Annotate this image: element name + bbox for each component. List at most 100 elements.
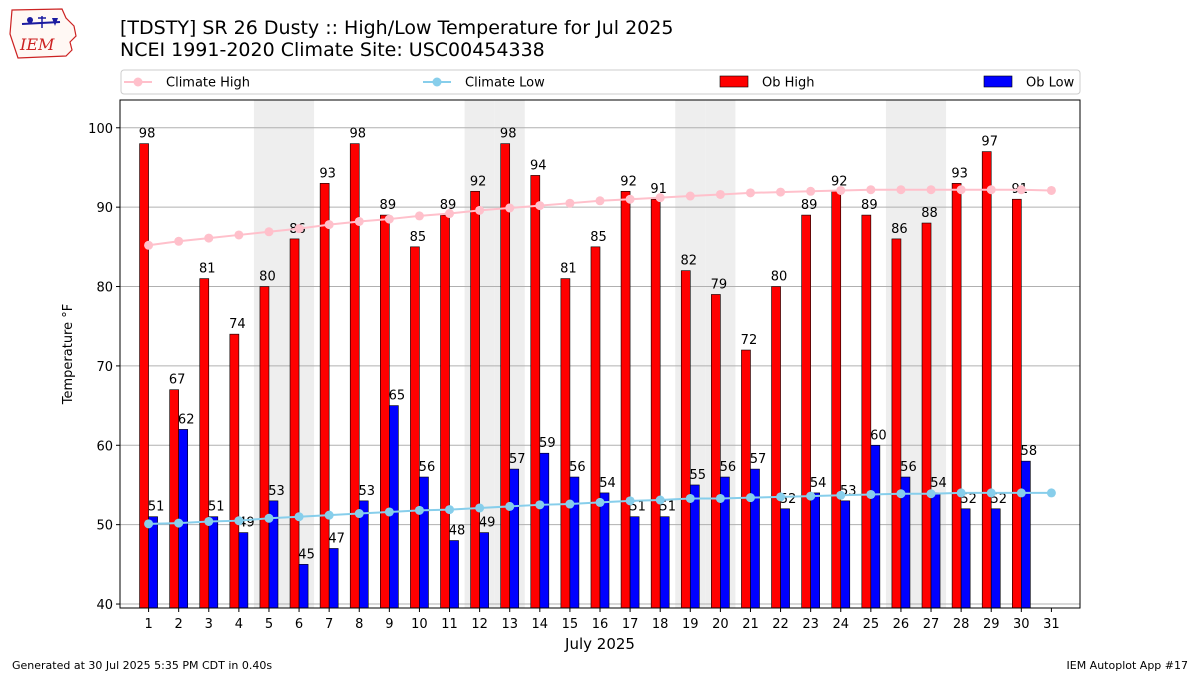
y-axis-label: Temperature °F (61, 304, 76, 405)
label-high-15: 81 (560, 262, 577, 277)
label-low-26: 56 (900, 460, 917, 475)
bar-low-21 (750, 468, 760, 609)
ytick-label-90: 90 (96, 201, 113, 216)
climate-high-point-28 (956, 185, 966, 195)
label-high-29: 97 (981, 135, 998, 150)
bar-low-18 (659, 516, 670, 609)
bar-low-15 (569, 476, 580, 609)
bar-high-22 (771, 286, 781, 609)
label-high-26: 86 (891, 222, 908, 237)
label-low-15: 56 (569, 460, 586, 475)
climate-high-point-11 (445, 209, 455, 219)
bar-high-17 (620, 190, 631, 609)
climate-high-point-4 (234, 230, 244, 240)
xtick-label-11: 11 (441, 617, 458, 632)
climate-low-point-2 (174, 518, 184, 528)
label-high-7: 93 (319, 166, 336, 181)
bar-high-25 (861, 214, 872, 609)
climate-low-point-5 (264, 513, 274, 523)
bar-low-23 (810, 492, 820, 609)
climate-high-legend-label: Climate High (166, 76, 250, 91)
xtick-label-2: 2 (175, 617, 183, 632)
label-high-16: 85 (590, 230, 607, 245)
bar-high-19 (680, 270, 691, 609)
chart-title: [TDSTY] SR 26 Dusty :: High/Low Temperat… (120, 17, 674, 39)
label-high-19: 82 (680, 254, 697, 269)
label-high-25: 89 (861, 198, 878, 213)
climate-low-point-30 (1016, 488, 1026, 498)
climate-high-point-8 (354, 216, 364, 226)
footer-generated: Generated at 30 Jul 2025 5:35 PM CDT in … (12, 659, 273, 672)
climate-low-point-26 (896, 489, 906, 499)
label-high-28: 93 (951, 166, 968, 181)
bar-low-1 (148, 516, 158, 609)
label-low-14: 59 (539, 436, 556, 451)
climate-high-point-18 (655, 193, 665, 203)
climate-low-point-3 (204, 516, 214, 526)
xtick-label-20: 20 (712, 617, 729, 632)
climate-low-point-12 (475, 503, 485, 513)
xtick-label-3: 3 (205, 617, 213, 632)
bar-high-3 (199, 278, 210, 609)
label-low-2: 62 (178, 412, 195, 427)
climate-low-point-16 (595, 497, 605, 507)
climate-high-point-3 (204, 233, 214, 243)
bar-high-16 (590, 246, 601, 609)
chart-subtitle: NCEI 1991-2020 Climate Site: USC00454338 (120, 39, 545, 61)
bar-low-16 (599, 492, 610, 609)
ytick-label-40: 40 (96, 598, 113, 613)
ob-high-legend-label: Ob High (762, 76, 815, 91)
climate-low-point-23 (806, 491, 816, 501)
climate-low-point-8 (354, 509, 364, 519)
climate-low-point-19 (685, 493, 695, 503)
bar-low-24 (840, 500, 851, 609)
label-high-10: 85 (410, 230, 427, 245)
climate-high-point-30 (1016, 185, 1026, 195)
climate-high-point-17 (625, 194, 635, 204)
xtick-label-8: 8 (355, 617, 363, 632)
bar-high-12 (470, 190, 480, 609)
label-high-14: 94 (530, 158, 547, 173)
label-low-1: 51 (148, 500, 165, 515)
ytick-label-50: 50 (96, 519, 113, 534)
climate-low-point-31 (1046, 488, 1056, 498)
bar-high-11 (440, 214, 450, 609)
bar-low-14 (539, 452, 550, 609)
xtick-label-17: 17 (622, 617, 639, 632)
bar-low-28 (960, 508, 971, 609)
climate-low-point-14 (535, 500, 545, 510)
climate-high-point-24 (836, 185, 846, 195)
label-high-3: 81 (199, 262, 216, 277)
xtick-label-27: 27 (923, 617, 940, 632)
xtick-label-30: 30 (1013, 617, 1030, 632)
xtick-label-13: 13 (501, 617, 518, 632)
ob-low-legend-swatch (983, 75, 1013, 88)
label-high-1: 98 (139, 127, 156, 142)
label-low-12: 49 (479, 516, 496, 531)
climate-high-point-13 (505, 203, 515, 213)
climate-low-point-6 (294, 512, 304, 522)
ob-low-legend-label: Ob Low (1026, 76, 1075, 91)
label-high-20: 79 (711, 277, 728, 292)
climate-low-point-27 (926, 489, 936, 499)
bar-low-4 (238, 532, 249, 609)
bar-low-29 (990, 508, 1001, 609)
bar-low-13 (509, 468, 520, 609)
climate-low-point-28 (956, 488, 966, 498)
bar-low-25 (870, 444, 881, 609)
xtick-label-15: 15 (562, 617, 579, 632)
bar-high-5 (259, 286, 270, 609)
climate-low-legend-label: Climate Low (465, 76, 545, 91)
bar-high-18 (650, 198, 661, 609)
climate-low-point-21 (745, 493, 755, 503)
label-high-27: 88 (921, 206, 938, 221)
label-high-8: 98 (349, 127, 366, 142)
climate-low-point-29 (986, 488, 996, 498)
footer-app: IEM Autoplot App #17 (1066, 659, 1189, 672)
label-low-30: 58 (1021, 444, 1038, 459)
climate-high-point-27 (926, 185, 936, 195)
bar-high-10 (410, 246, 420, 609)
label-low-9: 65 (389, 389, 406, 404)
bar-high-29 (981, 151, 992, 609)
